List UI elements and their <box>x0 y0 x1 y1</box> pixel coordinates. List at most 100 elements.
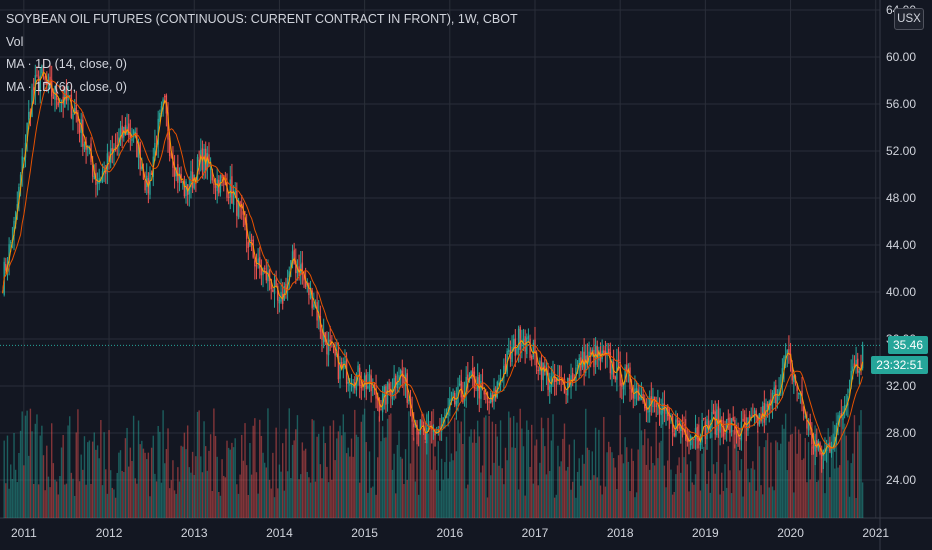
volume-bar <box>408 411 410 518</box>
candle-body <box>244 217 246 226</box>
candle-body <box>214 183 217 188</box>
volume-bar <box>65 483 68 518</box>
volume-bar <box>637 449 639 518</box>
volume-bar <box>437 441 440 518</box>
ma60-indicator-label[interactable]: MA · 1D (60, close, 0) <box>6 79 127 94</box>
volume-bar <box>843 423 846 518</box>
candle-body <box>608 348 610 355</box>
candle-body <box>521 343 523 347</box>
volume-bar <box>553 497 556 518</box>
volume-bar <box>624 437 626 518</box>
volume-bar <box>51 423 53 518</box>
candle-body <box>237 199 240 217</box>
last-price-badge: 35.46 <box>887 336 928 355</box>
volume-bar <box>159 431 161 518</box>
candle-body <box>347 382 349 384</box>
candle-body <box>806 419 808 429</box>
candle-body <box>663 403 666 411</box>
volume-bar <box>445 436 448 518</box>
volume-bar <box>617 455 620 518</box>
volume-bar <box>604 486 607 518</box>
volume-bar <box>313 420 315 518</box>
candle-body <box>173 166 176 177</box>
candle-body <box>820 453 823 460</box>
candle-body <box>224 180 227 185</box>
time-tick-label: 2014 <box>266 526 293 540</box>
volume-bar <box>730 493 733 518</box>
candle-body <box>426 427 428 444</box>
candle-body <box>814 442 816 452</box>
candle-body <box>835 425 838 435</box>
volume-bar <box>123 471 125 518</box>
candle-body <box>88 145 91 147</box>
volume-bar <box>273 497 276 518</box>
volume-bar <box>712 464 715 518</box>
volume-bar <box>655 421 657 518</box>
candle-body <box>229 179 231 198</box>
candle-body <box>637 389 639 401</box>
candle-body <box>329 339 331 342</box>
candle-body <box>504 364 507 372</box>
volume-bar <box>666 460 669 518</box>
volume-bar <box>634 497 636 518</box>
volume-bar <box>852 453 854 518</box>
volume-bar <box>137 420 140 518</box>
candle-body <box>191 171 194 188</box>
volume-bar <box>303 450 305 518</box>
candle-body <box>313 304 315 307</box>
candle-body <box>118 137 120 146</box>
volume-bar <box>31 431 33 518</box>
volume-bar <box>288 408 290 518</box>
volume-bar <box>514 447 517 518</box>
volume-bar <box>457 420 459 518</box>
volume-bar <box>404 449 407 518</box>
candle-body <box>535 352 538 368</box>
volume-bar <box>3 440 5 518</box>
volume-bar <box>73 495 76 518</box>
volume-bar <box>776 442 779 518</box>
volume-bar <box>375 494 377 518</box>
price-tick-label: 32.00 <box>886 379 916 393</box>
volume-bar <box>368 451 371 518</box>
volume-bar <box>707 471 710 518</box>
volume-indicator-label[interactable]: Vol <box>6 34 24 49</box>
volume-bar <box>809 479 811 518</box>
candle-body <box>285 283 287 294</box>
candle-body <box>49 76 51 82</box>
volume-bar <box>28 455 30 518</box>
candle-body <box>21 156 23 174</box>
volume-bar <box>449 461 451 518</box>
volume-bar <box>653 465 656 518</box>
candle-body <box>583 351 585 374</box>
volume-bar <box>757 430 759 518</box>
volume-bar <box>249 442 251 518</box>
volume-bar <box>732 430 734 518</box>
volume-bar <box>621 454 623 518</box>
volume-bar <box>380 441 382 518</box>
candle-body <box>73 108 76 113</box>
volume-bar <box>414 481 417 518</box>
volume-bar <box>244 423 246 518</box>
volume-bar <box>247 494 249 518</box>
ma14-indicator-label[interactable]: MA · 1D (14, close, 0) <box>6 57 127 71</box>
candle-body <box>472 367 474 375</box>
candle-body <box>442 417 444 424</box>
candle-body <box>239 201 241 206</box>
candle-body <box>250 240 253 242</box>
volume-bar <box>129 447 132 518</box>
volume-bar <box>481 465 484 518</box>
symbol-title[interactable]: SOYBEAN OIL FUTURES (CONTINUOUS: CURRENT… <box>6 12 518 26</box>
volume-bar <box>195 456 197 518</box>
volume-bar <box>804 438 806 518</box>
candle-body <box>494 389 497 399</box>
volume-bar <box>845 435 847 518</box>
volume-bar <box>585 408 587 518</box>
volume-bar <box>591 451 594 518</box>
volume-bar <box>367 492 369 518</box>
currency-button[interactable]: USX <box>894 8 924 30</box>
candle-body <box>707 420 710 430</box>
candle-body <box>727 418 729 420</box>
candle-body <box>129 132 132 138</box>
candle-body <box>824 448 826 453</box>
